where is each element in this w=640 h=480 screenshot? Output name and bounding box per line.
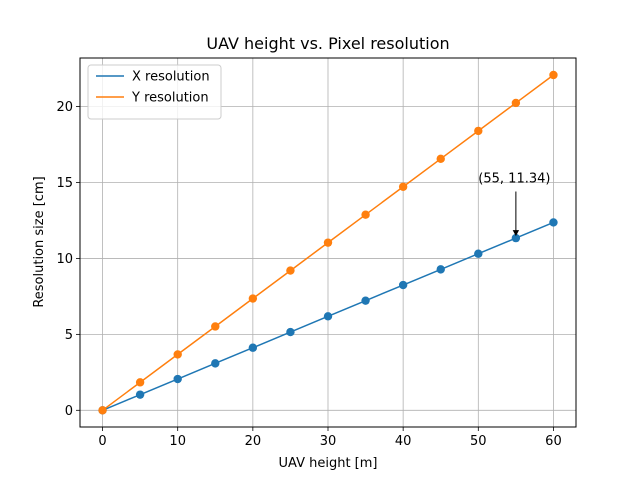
annotation: (55, 11.34) <box>478 172 550 237</box>
x-tick-label: 50 <box>470 434 487 449</box>
x-tick-label: 10 <box>169 434 186 449</box>
data-point <box>549 218 558 227</box>
data-point <box>511 98 521 108</box>
data-point <box>286 266 295 275</box>
y-tick-label: 5 <box>65 328 73 343</box>
data-point <box>286 327 295 337</box>
data-point <box>211 322 220 331</box>
x-tick-label: 20 <box>245 434 262 449</box>
data-point <box>398 182 408 191</box>
y-tick-label: 10 <box>56 252 73 267</box>
data-point <box>511 233 521 243</box>
x-tick-label: 60 <box>545 434 562 449</box>
legend-label: Y resolution <box>131 91 209 106</box>
x-tick-label: 30 <box>320 434 337 449</box>
y-tick-label: 15 <box>56 176 73 191</box>
data-point <box>436 154 445 164</box>
gridlines <box>80 58 576 427</box>
data-point <box>248 294 258 303</box>
data-point <box>549 70 558 80</box>
data-point <box>211 359 220 368</box>
data-point <box>474 249 483 258</box>
legend-label: X resolution <box>132 70 210 85</box>
data-point <box>135 390 145 399</box>
data-point <box>248 343 258 352</box>
data-point <box>323 312 333 321</box>
y-tick-label: 0 <box>65 404 73 419</box>
x-tick-label: 40 <box>395 434 412 449</box>
data-point <box>361 296 370 305</box>
data-point <box>323 238 333 247</box>
x-axis-label: UAV height [m] <box>279 456 378 471</box>
annotation-text: (55, 11.34) <box>478 172 550 187</box>
data-point <box>173 374 182 384</box>
data-point <box>135 378 145 387</box>
data-point <box>173 350 182 359</box>
y-axis-label: Resolution size [cm] <box>32 176 47 307</box>
legend: X resolution Y resolution <box>87 64 222 120</box>
annotation-arrow-head <box>512 230 520 237</box>
series-layer <box>98 70 558 415</box>
axis-ticks: 0 10 20 30 40 50 60 0 5 10 15 20 <box>56 100 561 449</box>
data-point <box>474 126 483 136</box>
data-point <box>98 406 107 415</box>
data-point <box>361 210 370 219</box>
data-point <box>398 280 408 290</box>
chart-title: UAV height vs. Pixel resolution <box>206 34 449 53</box>
x-tick-label: 0 <box>98 434 106 449</box>
data-point <box>436 265 445 274</box>
y-tick-label: 20 <box>56 100 73 115</box>
legend-box <box>87 64 222 120</box>
